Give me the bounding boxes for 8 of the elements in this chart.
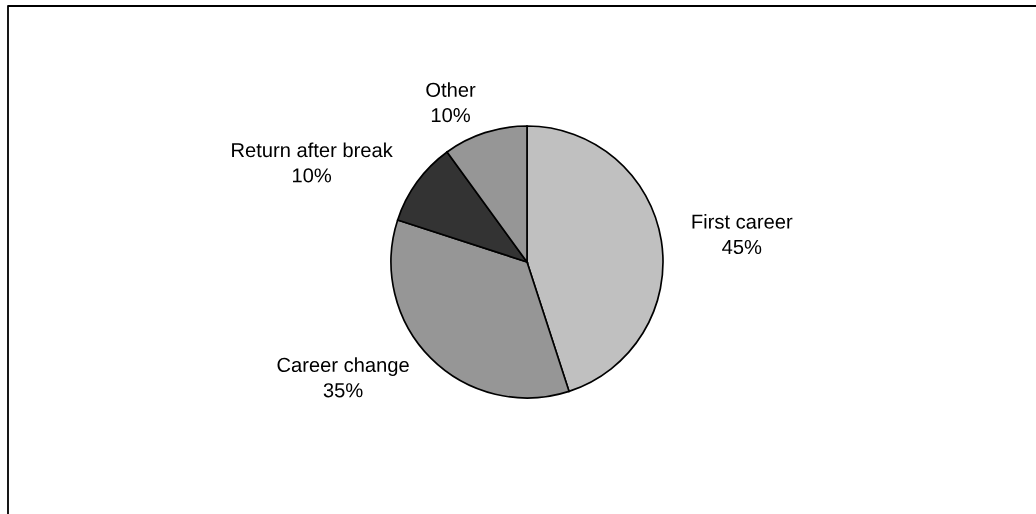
slice-label: Other xyxy=(426,82,476,97)
data-label: 35% xyxy=(323,383,363,398)
data-label: 45% xyxy=(722,239,762,255)
slice-label: Return after break xyxy=(232,142,393,158)
data-label: 10% xyxy=(431,108,470,123)
data-label: 10% xyxy=(293,168,332,183)
slice-label: First career xyxy=(692,213,793,229)
slice-label: Career change xyxy=(277,357,409,377)
